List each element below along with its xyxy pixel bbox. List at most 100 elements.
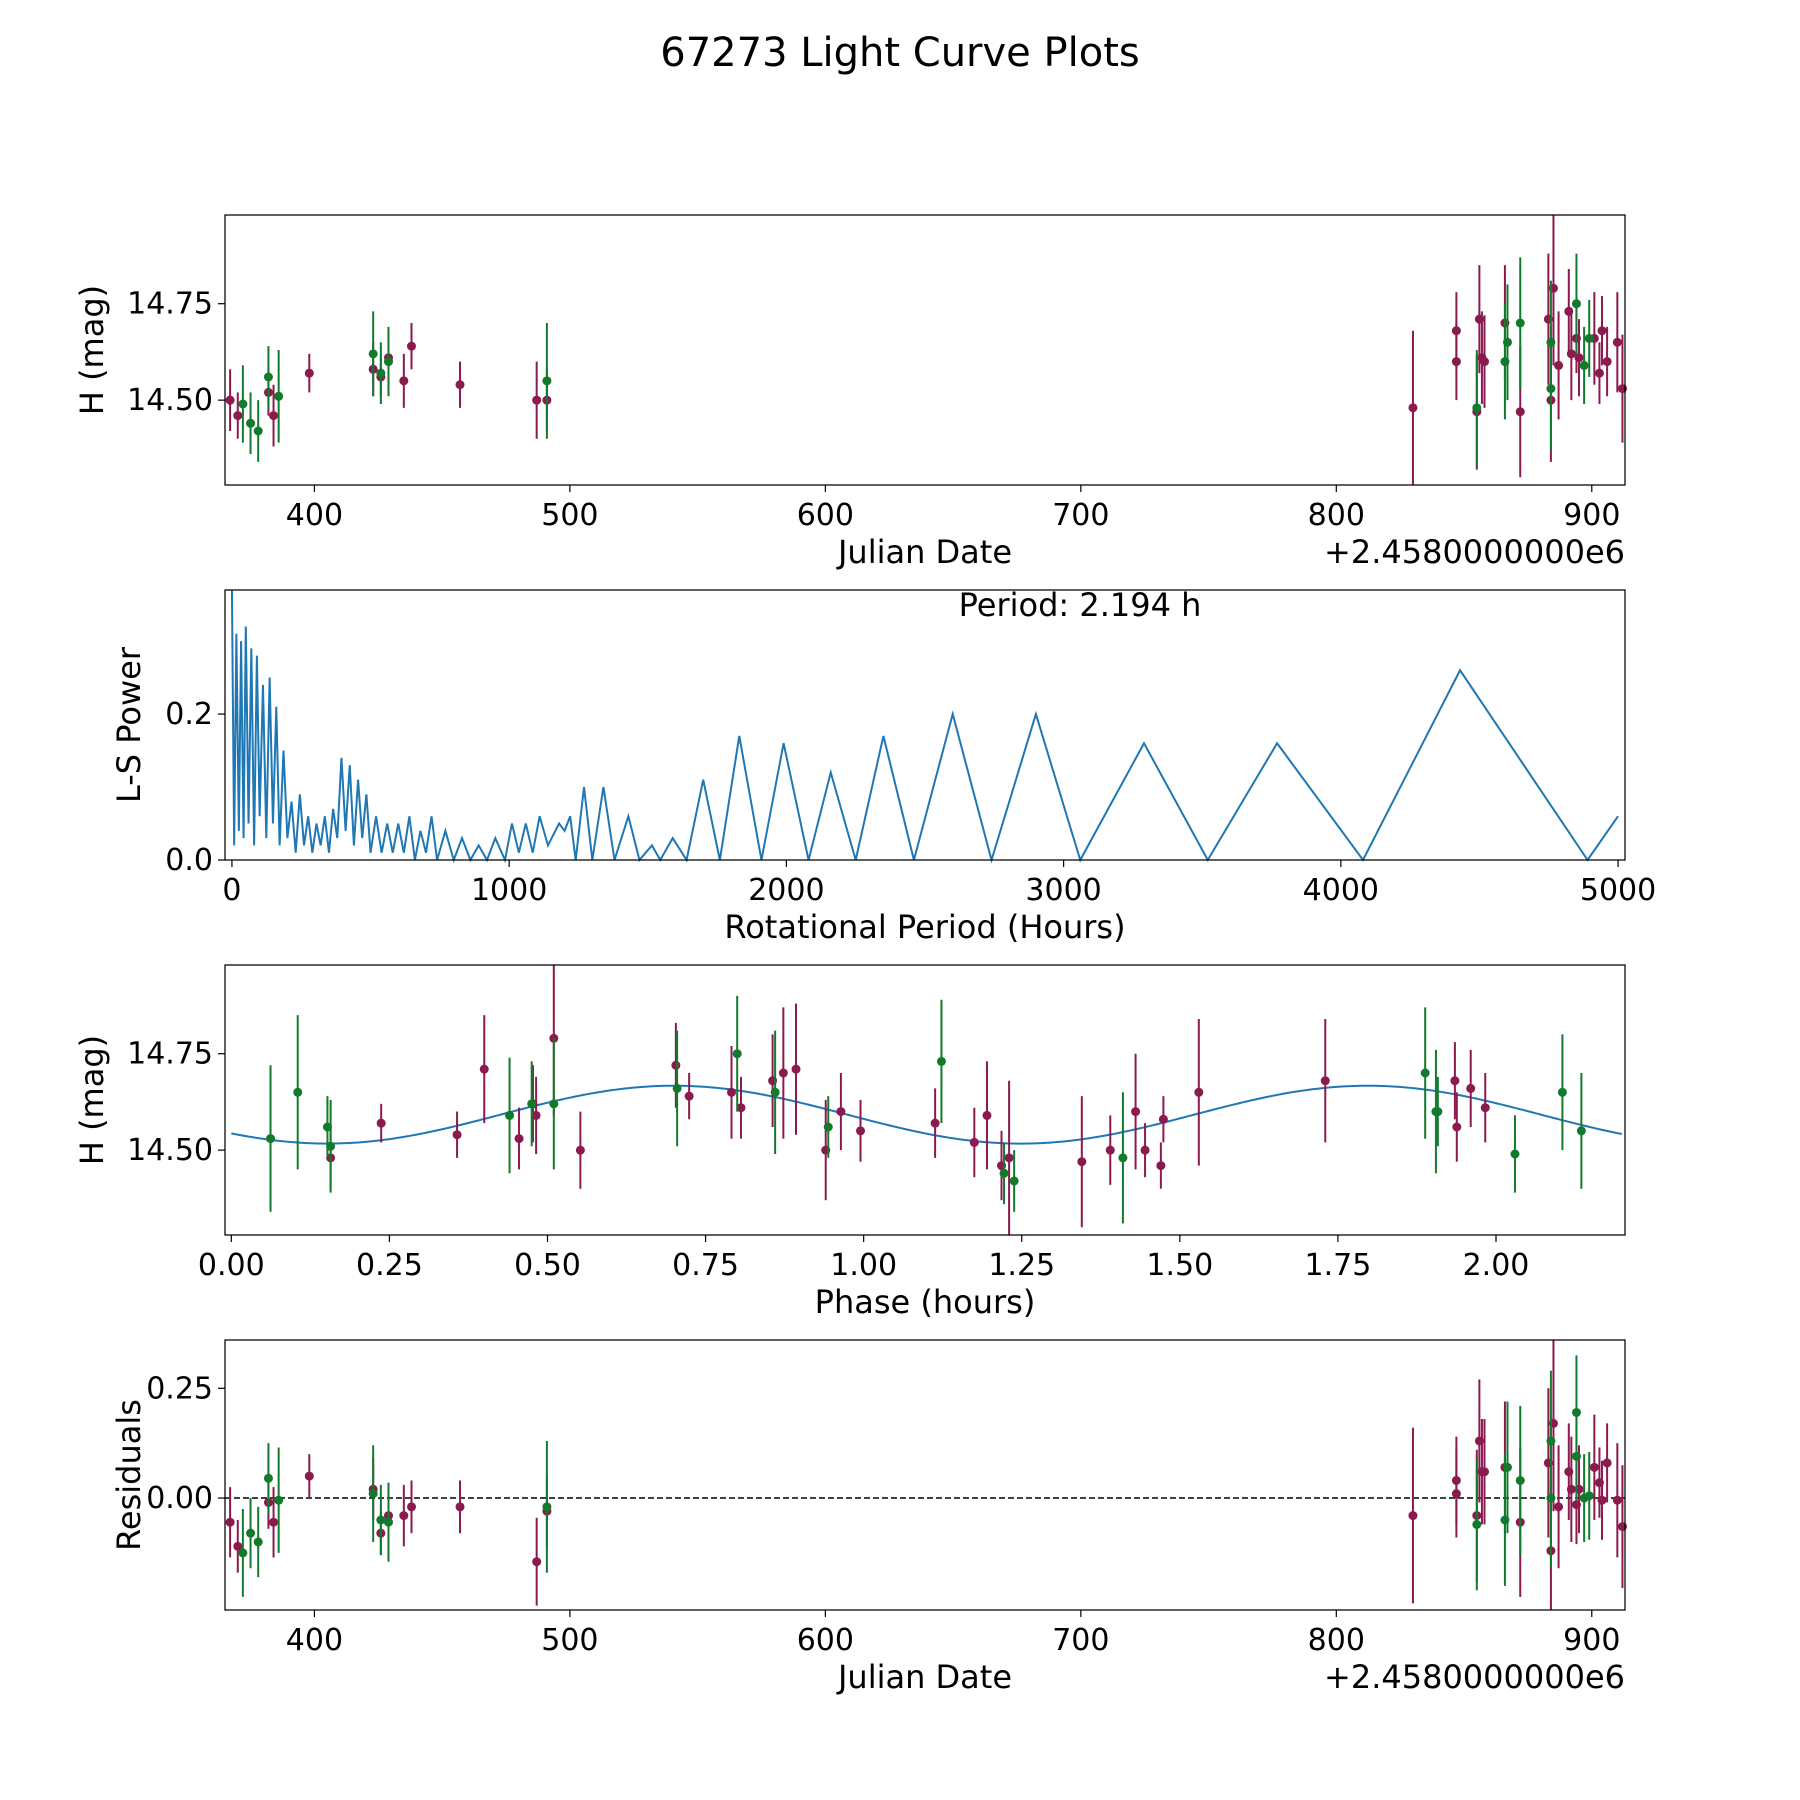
data-point-survey_a bbox=[1602, 1458, 1612, 1468]
x-tick-label: 1.50 bbox=[1146, 1248, 1213, 1283]
x-tick-label: 1000 bbox=[471, 873, 547, 908]
x-tick-label: 0.25 bbox=[356, 1248, 423, 1283]
data-point-survey_a bbox=[684, 1091, 694, 1101]
data-point-survey_a bbox=[1452, 1122, 1462, 1132]
x-tick-label: 2.00 bbox=[1463, 1248, 1530, 1283]
data-point-survey_a bbox=[304, 1471, 314, 1481]
data-point-survey_a bbox=[225, 395, 235, 405]
data-point-survey_a bbox=[1554, 360, 1564, 370]
x-axis-label: Julian Date bbox=[836, 1658, 1012, 1696]
data-point-survey_b bbox=[1584, 333, 1594, 343]
data-point-survey_a bbox=[531, 1110, 541, 1120]
data-point-survey_a bbox=[1450, 1076, 1460, 1086]
data-point-survey_b bbox=[770, 1087, 780, 1097]
data-point-survey_b bbox=[1557, 1087, 1567, 1097]
y-tick-label: 14.50 bbox=[127, 383, 213, 418]
panel-residuals: 400 500 600 700 800 900 0.00 0.25 Julian Date Res… bbox=[110, 1339, 1627, 1696]
data-point-survey_a bbox=[1451, 357, 1461, 367]
data-point-survey_b bbox=[505, 1110, 515, 1120]
data-point-survey_b bbox=[263, 372, 273, 382]
y-axis-label: Residuals bbox=[110, 1399, 148, 1551]
data-point-survey_a bbox=[1554, 1502, 1564, 1512]
data-point-survey_b bbox=[732, 1049, 742, 1059]
data-point-survey_a bbox=[406, 341, 416, 351]
data-point-survey_b bbox=[384, 1517, 394, 1527]
data-point-survey_b bbox=[1576, 1126, 1586, 1136]
data-point-survey_a bbox=[836, 1107, 846, 1117]
data-point-survey_a bbox=[1194, 1087, 1204, 1097]
data-point-survey_b bbox=[1433, 1107, 1443, 1117]
data-point-survey_b bbox=[274, 1495, 284, 1505]
x-tick-label: 600 bbox=[797, 498, 854, 533]
data-point-survey_b bbox=[238, 399, 248, 409]
data-point-survey_a bbox=[1566, 1484, 1576, 1494]
data-point-survey_b bbox=[936, 1056, 946, 1066]
data-point-survey_a bbox=[1408, 1511, 1418, 1521]
data-point-survey_b bbox=[549, 1099, 559, 1109]
data-point-survey_a bbox=[856, 1126, 866, 1136]
y-axis-label: H (mag) bbox=[73, 1035, 111, 1165]
panel-lightcurve: 400 500 600 700 800 900 14.50 14.75 Julian Date H… bbox=[73, 214, 1627, 571]
periodogram-line bbox=[230, 589, 1619, 864]
data-point-survey_a bbox=[1574, 353, 1584, 363]
x-tick-label: 1.25 bbox=[988, 1248, 1055, 1283]
data-point-survey_a bbox=[452, 1130, 462, 1140]
x-tick-label: 700 bbox=[1052, 1623, 1109, 1658]
data-point-survey_b bbox=[1009, 1176, 1019, 1186]
data-point-survey_a bbox=[233, 1541, 243, 1551]
y-tick-label: 0.00 bbox=[146, 1481, 213, 1516]
data-point-survey_b bbox=[376, 368, 386, 378]
data-point-survey_b bbox=[376, 1515, 386, 1525]
data-point-survey_a bbox=[1597, 326, 1607, 336]
data-point-survey_a bbox=[376, 1118, 386, 1128]
data-point-survey_b bbox=[1571, 1451, 1581, 1461]
data-point-survey_b bbox=[1515, 1475, 1525, 1485]
data-point-survey_b bbox=[368, 349, 378, 359]
data-point-survey_b bbox=[1472, 403, 1482, 413]
data-point-survey_b bbox=[999, 1168, 1009, 1178]
x-offset-label: +2.4580000000e6 bbox=[1324, 533, 1625, 571]
data-point-survey_a bbox=[1466, 1083, 1476, 1093]
data-point-survey_b bbox=[823, 1122, 833, 1132]
plot-frame bbox=[224, 1339, 1626, 1611]
data-point-survey_b bbox=[1571, 299, 1581, 309]
data-point-survey_b bbox=[326, 1141, 336, 1151]
y-axis-label: H (mag) bbox=[73, 285, 111, 415]
x-tick-label: 800 bbox=[1308, 498, 1365, 533]
data-point-survey_a bbox=[930, 1118, 940, 1128]
data-point-survey_a bbox=[1004, 1153, 1014, 1163]
x-axis-label: Phase (hours) bbox=[815, 1283, 1036, 1321]
data-point-survey_a bbox=[399, 1511, 409, 1521]
x-offset-label: +2.4580000000e6 bbox=[1324, 1658, 1625, 1696]
data-point-survey_a bbox=[736, 1103, 746, 1113]
data-point-survey_a bbox=[399, 376, 409, 386]
x-tick-label: 900 bbox=[1563, 1623, 1620, 1658]
data-point-survey_a bbox=[233, 411, 243, 421]
x-tick-label: 1.00 bbox=[830, 1248, 897, 1283]
y-tick-label: 0.2 bbox=[165, 697, 213, 732]
data-point-survey_a bbox=[778, 1068, 788, 1078]
x-tick-label: 800 bbox=[1308, 1623, 1365, 1658]
data-point-survey_a bbox=[514, 1134, 524, 1144]
data-point-survey_b bbox=[368, 1489, 378, 1499]
x-tick-label: 4000 bbox=[1303, 873, 1379, 908]
data-point-survey_a bbox=[269, 1517, 279, 1527]
y-tick-label: 14.75 bbox=[127, 287, 213, 322]
data-point-survey_b bbox=[238, 1548, 248, 1558]
data-point-survey_a bbox=[479, 1064, 489, 1074]
data-point-survey_b bbox=[1546, 1493, 1556, 1503]
x-tick-label: 400 bbox=[286, 1623, 343, 1658]
x-tick-label: 0.50 bbox=[514, 1248, 581, 1283]
data-point-survey_b bbox=[1472, 1519, 1482, 1529]
data-point-survey_b bbox=[1502, 1462, 1512, 1472]
data-point-survey_a bbox=[1612, 337, 1622, 347]
data-point-survey_a bbox=[269, 411, 279, 421]
data-point-survey_a bbox=[1479, 357, 1489, 367]
x-tick-label: 0 bbox=[222, 873, 241, 908]
data-point-survey_a bbox=[1602, 357, 1612, 367]
data-point-survey_a bbox=[1320, 1076, 1330, 1086]
plot-frame bbox=[224, 589, 1626, 861]
data-point-survey_a bbox=[575, 1145, 585, 1155]
x-tick-label: 0.75 bbox=[672, 1248, 739, 1283]
y-tick-label: 0.25 bbox=[146, 1371, 213, 1406]
